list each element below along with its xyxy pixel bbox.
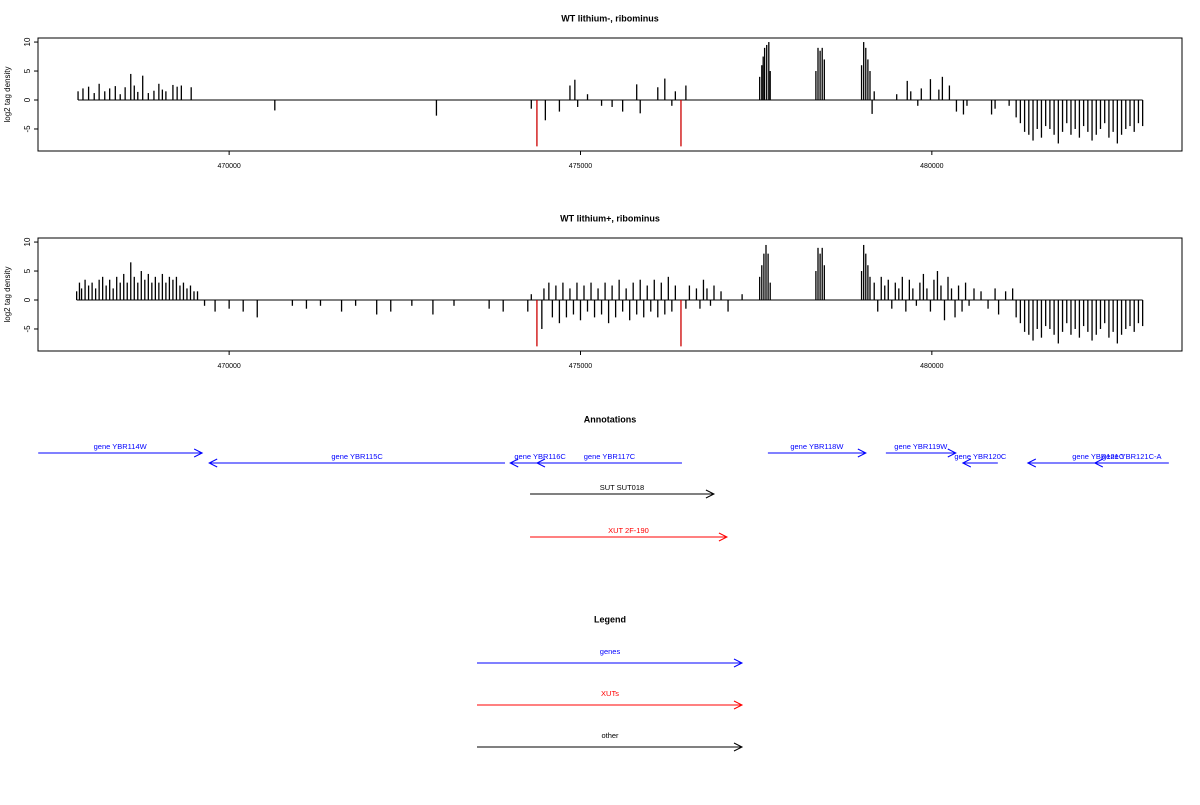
y-tick-label: 0 — [23, 97, 32, 102]
annotation-label: gene YBR117C — [584, 452, 636, 461]
annotation-label: XUT 2F-190 — [608, 526, 649, 535]
annotation-label: gene YBR121C-A — [1102, 452, 1161, 461]
annotation-arrow — [38, 448, 204, 458]
annotation-label: gene YBR118W — [790, 442, 844, 451]
x-tick-label: 475000 — [569, 163, 592, 170]
y-tick-label: 5 — [23, 268, 32, 273]
legend-arrow — [477, 700, 744, 710]
legend-arrow-head — [733, 658, 744, 668]
annotation-arrow — [767, 448, 867, 458]
x-tick-label: 475000 — [569, 363, 592, 370]
annotation-arrow-head — [718, 532, 729, 542]
annotation-arrow-head — [947, 448, 957, 458]
annotation-arrow-head — [857, 448, 867, 458]
annotation-label: gene YBR120C — [954, 452, 1007, 461]
annotation-label: gene YBR114W — [94, 442, 148, 451]
annotation-arrow-head — [535, 458, 546, 468]
annotation-arrow-head — [705, 489, 716, 499]
annotation-arrow-head — [1026, 458, 1037, 468]
annotation-arrow — [1093, 458, 1169, 468]
legend-arrow — [477, 742, 744, 752]
annotation-arrow — [208, 458, 506, 468]
annotation-label: gene YBR119W — [894, 442, 948, 451]
x-tick-label: 480000 — [920, 163, 943, 170]
chart-title: WT lithium+, ribominus — [560, 213, 660, 223]
legend-arrow — [477, 658, 744, 668]
legend-title: Legend — [594, 614, 626, 624]
y-tick-label: -5 — [23, 125, 32, 133]
annotations-title: Annotations — [584, 414, 637, 424]
legend-label: XUTs — [601, 689, 619, 698]
legend-arrow-head — [733, 700, 744, 710]
annotation-label: gene YBR116C — [514, 452, 566, 461]
y-tick-label: -5 — [23, 325, 32, 333]
x-tick-label: 480000 — [920, 363, 943, 370]
annotation-arrow — [885, 448, 957, 458]
y-tick-label: 10 — [23, 237, 32, 246]
annotation-label: SUT SUT018 — [600, 483, 644, 492]
plot-frame — [37, 37, 1183, 152]
annotation-arrow — [535, 458, 682, 468]
legend-arrow-head — [733, 742, 744, 752]
y-tick-label: 10 — [23, 37, 32, 46]
annotation-arrow-head — [1093, 458, 1104, 468]
y-tick-label: 5 — [23, 68, 32, 73]
annotation-arrow-head — [509, 458, 519, 468]
annotation-arrow-head — [961, 458, 972, 468]
x-tick-label: 470000 — [217, 363, 240, 370]
annotation-arrow-head — [208, 458, 218, 468]
chart-title: WT lithium-, ribominus — [561, 13, 659, 23]
y-axis-label: log2 tag density — [3, 66, 12, 122]
y-axis-label: log2 tag density — [3, 266, 12, 322]
y-tick-label: 0 — [23, 297, 32, 302]
x-tick-label: 470000 — [217, 163, 240, 170]
legend-label: other — [601, 731, 619, 740]
plot-frame — [37, 237, 1183, 352]
legend-label: genes — [600, 647, 621, 656]
annotation-arrow — [961, 458, 998, 468]
annotation-arrow-head — [193, 448, 204, 458]
annotation-label: gene YBR115C — [331, 452, 383, 461]
annotation-arrow — [530, 489, 716, 499]
annotation-label: gene YBR121C — [1072, 452, 1125, 461]
annotation-arrow — [530, 532, 729, 542]
